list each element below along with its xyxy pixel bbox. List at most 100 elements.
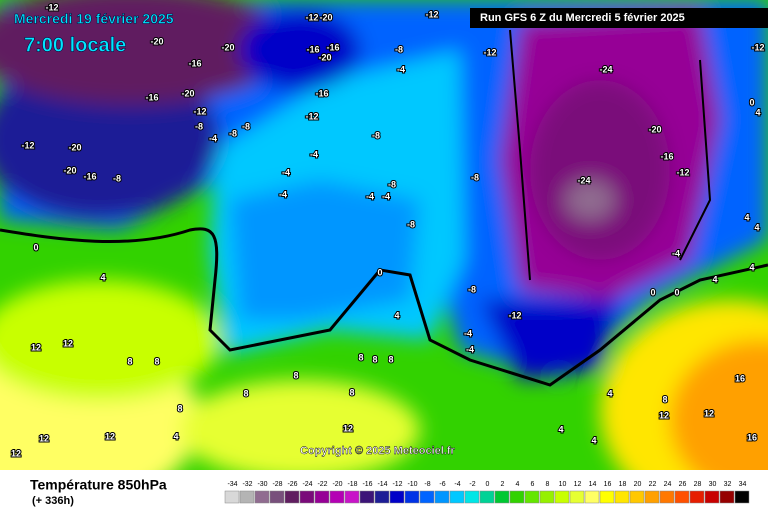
contour-label: -20 — [68, 142, 81, 152]
contour-label: 16 — [735, 373, 745, 383]
colorbar-label: -6 — [439, 481, 445, 488]
colorbar-label: -32 — [242, 481, 252, 488]
colorbar-label: 0 — [486, 481, 490, 488]
contour-label: 4 — [749, 262, 754, 272]
colorbar-swatch — [719, 490, 735, 504]
lead-time: (+ 336h) — [32, 495, 74, 507]
contour-label: -12 — [21, 140, 34, 150]
contour-label: -8 — [395, 44, 403, 54]
colorbar-swatch — [299, 490, 315, 504]
contour-label: -4 — [366, 191, 374, 201]
colorbar-swatch — [644, 490, 660, 504]
contour-label: -24 — [577, 175, 590, 185]
contour-label: -4 — [672, 248, 680, 258]
colorbar-swatch — [254, 490, 270, 504]
colorbar-swatch — [344, 490, 360, 504]
colorbar-label: -18 — [347, 481, 357, 488]
colorbar-swatch — [449, 490, 465, 504]
contour-label: -24 — [599, 64, 612, 74]
colorbar-swatch — [689, 490, 705, 504]
colorbar-swatch — [539, 490, 555, 504]
run-info: Run GFS 6 Z du Mercredi 5 février 2025 — [480, 12, 685, 24]
contour-label: 12 — [63, 338, 73, 348]
contour-label: -4 — [464, 328, 472, 338]
contour-label: 8 — [243, 388, 248, 398]
contour-label: -12 — [751, 42, 764, 52]
colorbar-label: -16 — [362, 481, 372, 488]
colorbar-label: -28 — [272, 481, 282, 488]
contour-label: -8 — [468, 284, 476, 294]
contour-label: 12 — [343, 423, 353, 433]
contour-label: 0 — [33, 242, 38, 252]
contour-label: -12 — [425, 9, 438, 19]
contour-label: 12 — [39, 433, 49, 443]
contour-label: 12 — [105, 431, 115, 441]
contour-label: 8 — [177, 403, 182, 413]
contour-label: 8 — [127, 356, 132, 366]
colorbar-swatch — [269, 490, 285, 504]
contour-label: -8 — [388, 179, 396, 189]
colorbar-label: -2 — [469, 481, 475, 488]
colorbar-swatch — [479, 490, 495, 504]
contour-label: 8 — [349, 387, 354, 397]
colorbar-label: -34 — [227, 481, 237, 488]
contour-label: 4 — [558, 424, 563, 434]
colorbar-label: 20 — [634, 481, 642, 488]
colorbar-swatch — [734, 490, 750, 504]
colorbar-label: -26 — [287, 481, 297, 488]
colorbar-label: -14 — [377, 481, 387, 488]
colorbar-swatch — [704, 490, 720, 504]
colorbar-swatch — [629, 490, 645, 504]
colorbar-label: -8 — [424, 481, 430, 488]
colorbar-swatch — [599, 490, 615, 504]
contour-label: 8 — [358, 352, 363, 362]
contour-label: 12 — [31, 342, 41, 352]
contour-label: 12 — [704, 408, 714, 418]
contour-label: -16 — [326, 42, 339, 52]
contour-label: 16 — [747, 432, 757, 442]
contour-label: -4 — [382, 191, 390, 201]
colorbar-swatch — [584, 490, 600, 504]
contour-label: 0 — [650, 287, 655, 297]
contour-label: -16 — [83, 171, 96, 181]
contour-label: -20 — [181, 88, 194, 98]
copyright: Copyright © 2025 Meteociel.fr — [300, 445, 456, 457]
contour-label: -8 — [407, 219, 415, 229]
contour-label: -4 — [279, 189, 287, 199]
colorbar-label: 4 — [516, 481, 520, 488]
contour-label: 4 — [744, 212, 749, 222]
colorbar-swatch — [374, 490, 390, 504]
colorbar-label: -4 — [454, 481, 460, 488]
contour-label: -8 — [372, 130, 380, 140]
colorbar-swatch — [674, 490, 690, 504]
colorbar-label: -12 — [392, 481, 402, 488]
contour-label: -8 — [229, 128, 237, 138]
colorbar-swatch — [569, 490, 585, 504]
contour-label: -12 — [508, 310, 521, 320]
contour-label: -8 — [113, 173, 121, 183]
contour-label: -12 — [676, 167, 689, 177]
colorbar-label: 30 — [709, 481, 717, 488]
colorbar-swatch — [614, 490, 630, 504]
colorbar-label: -24 — [302, 481, 312, 488]
contour-label: -12 — [193, 106, 206, 116]
contour-label: 4 — [591, 435, 596, 445]
colorbar-swatch — [434, 490, 450, 504]
colorbar-swatch — [329, 490, 345, 504]
colorbar-label: -10 — [407, 481, 417, 488]
colorbar-label: 14 — [589, 481, 597, 488]
contour-label: -12 — [483, 47, 496, 57]
contour-label: 12 — [11, 448, 21, 458]
colorbar-swatch — [524, 490, 540, 504]
colorbar-swatch — [464, 490, 480, 504]
contour-label: -16 — [188, 58, 201, 68]
colorbar-swatch — [494, 490, 510, 504]
contour-label: 4 — [173, 431, 178, 441]
contour-label: 0 — [377, 267, 382, 277]
colorbar-label: 8 — [546, 481, 550, 488]
colorbar-label: 6 — [531, 481, 535, 488]
contour-label: -8 — [471, 172, 479, 182]
colorbar-label: 34 — [739, 481, 747, 488]
colorbar-swatch — [284, 490, 300, 504]
